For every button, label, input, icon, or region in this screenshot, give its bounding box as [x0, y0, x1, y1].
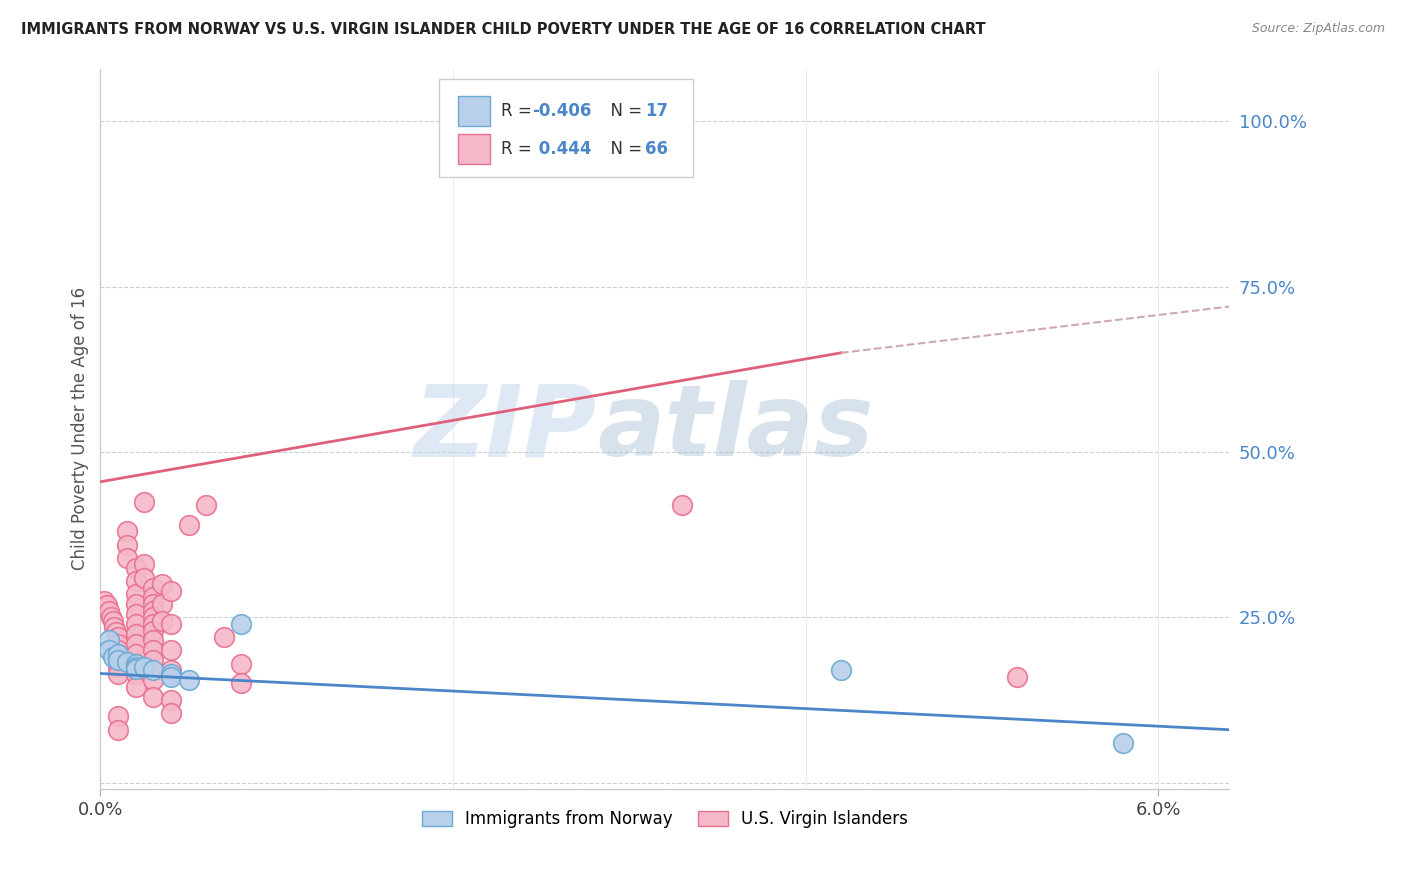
Point: [142, 690, 165, 704]
Point: [212, 630, 235, 644]
Point: [671, 498, 693, 512]
FancyBboxPatch shape: [458, 96, 489, 126]
Point: [100, 610, 122, 624]
Point: [124, 662, 146, 676]
Point: [160, 663, 183, 677]
Point: [1007, 670, 1029, 684]
Point: [142, 597, 165, 611]
Point: [830, 663, 852, 677]
Point: [124, 637, 146, 651]
Point: [93, 594, 115, 608]
Point: [124, 587, 146, 601]
Point: [124, 666, 146, 681]
Point: [160, 643, 183, 657]
Point: [115, 655, 138, 669]
Point: [142, 663, 165, 677]
Point: [107, 660, 129, 674]
Point: [134, 494, 156, 508]
Point: [107, 630, 129, 644]
Point: [98, 643, 121, 657]
Point: [142, 633, 165, 648]
Point: [107, 647, 129, 661]
Point: [134, 558, 156, 572]
Point: [177, 673, 200, 687]
Text: R =: R =: [501, 140, 537, 158]
Point: [142, 604, 165, 618]
Text: N =: N =: [600, 140, 648, 158]
Point: [231, 657, 253, 671]
Text: atlas: atlas: [598, 380, 873, 477]
Point: [107, 666, 129, 681]
Point: [105, 624, 128, 639]
Point: [134, 571, 156, 585]
Point: [107, 723, 129, 737]
Point: [107, 650, 129, 665]
Point: [98, 604, 121, 618]
Text: ZIP: ZIP: [413, 380, 598, 477]
Point: [124, 616, 146, 631]
Point: [160, 666, 183, 681]
Point: [124, 657, 146, 671]
Point: [124, 647, 146, 661]
Text: 66: 66: [645, 140, 668, 158]
Point: [142, 581, 165, 595]
Point: [1112, 736, 1135, 750]
Point: [124, 597, 146, 611]
Text: Source: ZipAtlas.com: Source: ZipAtlas.com: [1251, 22, 1385, 36]
Point: [103, 620, 125, 634]
Point: [124, 607, 146, 621]
Point: [160, 706, 183, 721]
Point: [101, 614, 124, 628]
Point: [231, 616, 253, 631]
Point: [142, 624, 165, 638]
Point: [142, 673, 165, 687]
Point: [231, 676, 253, 690]
Point: [124, 657, 146, 671]
Point: [160, 693, 183, 707]
FancyBboxPatch shape: [458, 134, 489, 164]
Point: [195, 498, 218, 512]
Point: [115, 538, 138, 552]
Point: [107, 653, 129, 667]
Point: [124, 660, 146, 674]
FancyBboxPatch shape: [439, 79, 693, 177]
Point: [101, 650, 124, 665]
Text: N =: N =: [600, 102, 648, 120]
Point: [150, 614, 173, 628]
Point: [124, 627, 146, 641]
Point: [142, 653, 165, 667]
Point: [107, 709, 129, 723]
Point: [98, 633, 121, 648]
Point: [177, 517, 200, 532]
Text: 17: 17: [645, 102, 669, 120]
Point: [150, 577, 173, 591]
Point: [134, 660, 156, 674]
Text: IMMIGRANTS FROM NORWAY VS U.S. VIRGIN ISLANDER CHILD POVERTY UNDER THE AGE OF 16: IMMIGRANTS FROM NORWAY VS U.S. VIRGIN IS…: [21, 22, 986, 37]
Point: [160, 616, 183, 631]
Point: [115, 524, 138, 539]
Point: [107, 637, 129, 651]
Text: -0.406: -0.406: [533, 102, 592, 120]
Point: [142, 616, 165, 631]
Point: [124, 560, 146, 574]
Point: [160, 670, 183, 684]
Text: 0.444: 0.444: [533, 140, 591, 158]
Text: R =: R =: [501, 102, 537, 120]
Point: [96, 599, 118, 613]
Point: [124, 574, 146, 588]
Point: [150, 597, 173, 611]
Legend: Immigrants from Norway, U.S. Virgin Islanders: Immigrants from Norway, U.S. Virgin Isla…: [415, 804, 914, 835]
Point: [124, 680, 146, 694]
Point: [142, 591, 165, 605]
Point: [142, 610, 165, 624]
Point: [115, 550, 138, 565]
Point: [142, 643, 165, 657]
Point: [107, 643, 129, 657]
Point: [107, 655, 129, 669]
Point: [160, 583, 183, 598]
Y-axis label: Child Poverty Under the Age of 16: Child Poverty Under the Age of 16: [72, 287, 89, 570]
